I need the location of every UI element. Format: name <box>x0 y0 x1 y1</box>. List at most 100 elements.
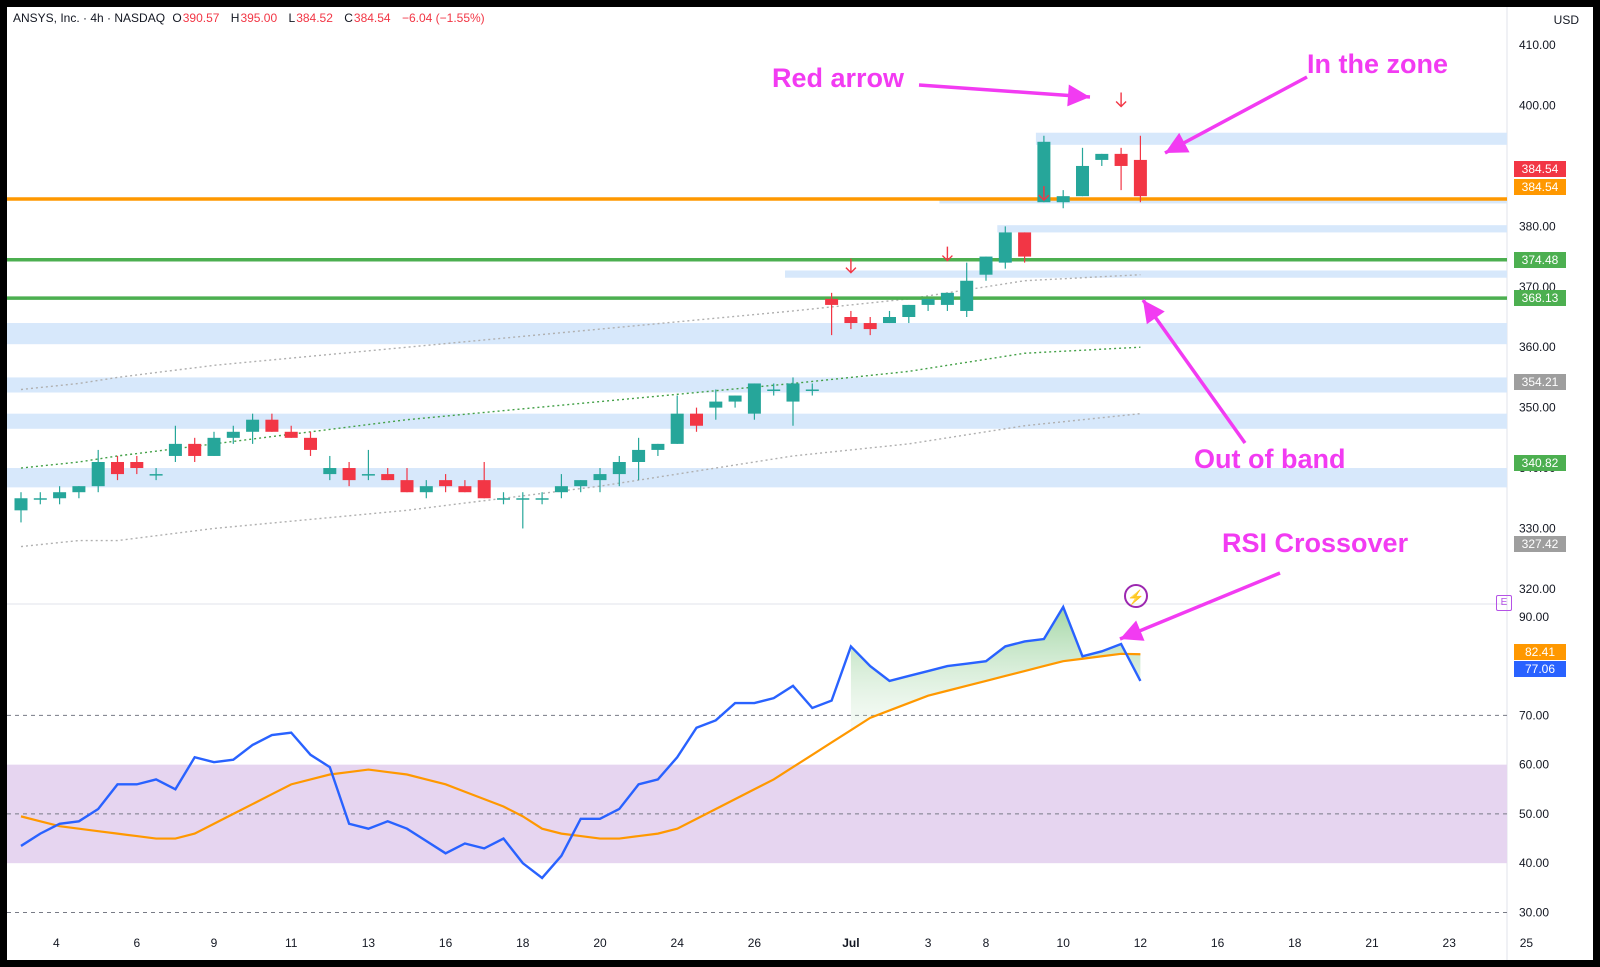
rsi-tick-label: 50.00 <box>1519 807 1549 821</box>
candle <box>188 443 202 456</box>
candle <box>902 304 916 317</box>
pink-arrow-rsi-crossover <box>1119 571 1281 641</box>
candle <box>1095 153 1109 160</box>
candle <box>535 498 549 500</box>
candle <box>921 298 935 305</box>
candle <box>805 389 819 391</box>
candle <box>651 443 665 450</box>
candle <box>786 383 800 402</box>
support-zone-3 <box>785 270 1507 278</box>
x-tick-label: 23 <box>1443 936 1457 950</box>
x-tick-label: 26 <box>748 936 762 950</box>
low-label: L <box>288 11 296 25</box>
annotation-rsi-crossover: RSI Crossover <box>1222 528 1409 558</box>
support-zone-1 <box>939 198 1507 204</box>
low-value: 384.52 <box>296 11 333 25</box>
chart-canvas[interactable]: 410.00400.00390.00380.00370.00360.00350.… <box>7 7 1593 960</box>
price-badge-3: 368.13 <box>1514 290 1566 307</box>
candle <box>709 401 723 408</box>
candle <box>998 232 1012 263</box>
candle <box>207 437 221 456</box>
symbol-header: ANSYS, Inc. · 4h · NASDAQ O390.57 H395.0… <box>13 11 489 25</box>
x-tick-label: Jul <box>842 936 859 950</box>
currency-label[interactable]: USD <box>1553 13 1579 27</box>
candle <box>168 443 182 456</box>
rsi-tick-label: 30.00 <box>1519 905 1549 919</box>
candle <box>863 323 877 330</box>
candle <box>458 486 472 493</box>
candle <box>72 486 86 493</box>
events-icon[interactable]: E <box>1496 595 1512 611</box>
candle <box>497 498 510 500</box>
support-zone-7 <box>7 468 1507 488</box>
candle <box>1133 159 1147 197</box>
candle <box>111 462 124 475</box>
price-tick-label: 350.00 <box>1519 401 1556 415</box>
candle <box>574 480 588 487</box>
candle <box>14 498 28 511</box>
rsi-tick-label: 40.00 <box>1519 856 1549 870</box>
candle <box>33 498 47 500</box>
close-label: C <box>344 11 353 25</box>
candle <box>284 431 298 438</box>
support-zone-0 <box>1035 132 1507 145</box>
candle <box>632 449 646 462</box>
price-badge-2: 374.48 <box>1514 251 1566 268</box>
symbol-name[interactable]: ANSYS, Inc. · 4h · NASDAQ <box>13 11 166 25</box>
candle <box>400 480 414 493</box>
sell-arrow-icon <box>941 246 953 262</box>
candle <box>593 474 607 481</box>
price-tick-label: 380.00 <box>1519 219 1556 233</box>
rsi-tick-label: 60.00 <box>1519 758 1549 772</box>
pink-arrow-red-arrow <box>918 83 1091 99</box>
price-tick-label: 330.00 <box>1519 521 1556 535</box>
sell-arrow-icon <box>1115 92 1127 108</box>
candle <box>516 498 530 500</box>
x-tick-label: 16 <box>439 936 453 950</box>
candle <box>381 474 395 481</box>
rsi-tick-label: 90.00 <box>1519 610 1549 624</box>
candle <box>844 317 858 324</box>
rsi-line <box>20 604 1142 880</box>
annotation-out-of-band: Out of band <box>1194 444 1346 474</box>
x-tick-label: 18 <box>516 936 530 950</box>
candle <box>1114 153 1128 166</box>
spark-icon[interactable]: ⚡ <box>1124 584 1148 608</box>
change-value: −6.04 (−1.55%) <box>401 11 485 25</box>
band-middle-line <box>20 346 1141 469</box>
pink-arrow-red-arrow-head <box>1067 84 1090 107</box>
support-zone-4 <box>7 323 1507 345</box>
candle <box>728 395 742 402</box>
rsi-ma-badge: 82.41 <box>1514 644 1566 661</box>
candle <box>323 468 337 475</box>
candle <box>825 298 839 305</box>
price-tick-label: 410.00 <box>1519 38 1556 52</box>
x-tick-label: 24 <box>671 936 685 950</box>
chart-frame: 410.00400.00390.00380.00370.00360.00350.… <box>7 7 1593 960</box>
candle <box>361 474 375 476</box>
pink-arrow-rsi-crossover-head <box>1120 620 1145 641</box>
candle <box>767 389 781 391</box>
candle <box>747 383 761 414</box>
open-label: O <box>172 11 182 25</box>
x-tick-label: 9 <box>211 936 218 950</box>
x-tick-label: 25 <box>1520 936 1534 950</box>
candle <box>960 280 974 311</box>
candle <box>226 431 240 438</box>
price-tick-label: 400.00 <box>1519 99 1556 113</box>
x-tick-label: 21 <box>1365 936 1379 950</box>
pink-arrow-in-the-zone-head <box>1165 132 1190 153</box>
x-tick-label: 10 <box>1057 936 1071 950</box>
candle <box>1037 141 1051 203</box>
candle <box>979 256 993 275</box>
price-tick-label: 320.00 <box>1519 582 1556 596</box>
price-tick-label: 360.00 <box>1519 340 1556 354</box>
pink-arrow-out-of-band-head <box>1143 300 1165 325</box>
candle <box>439 480 453 487</box>
candle <box>940 292 954 305</box>
rsi-badge: 77.06 <box>1514 661 1566 678</box>
rsi-overbought-fill <box>850 607 1141 731</box>
candle <box>670 413 684 444</box>
rsi-tick-label: 70.00 <box>1519 708 1549 722</box>
price-badge-6: 327.42 <box>1514 536 1566 553</box>
